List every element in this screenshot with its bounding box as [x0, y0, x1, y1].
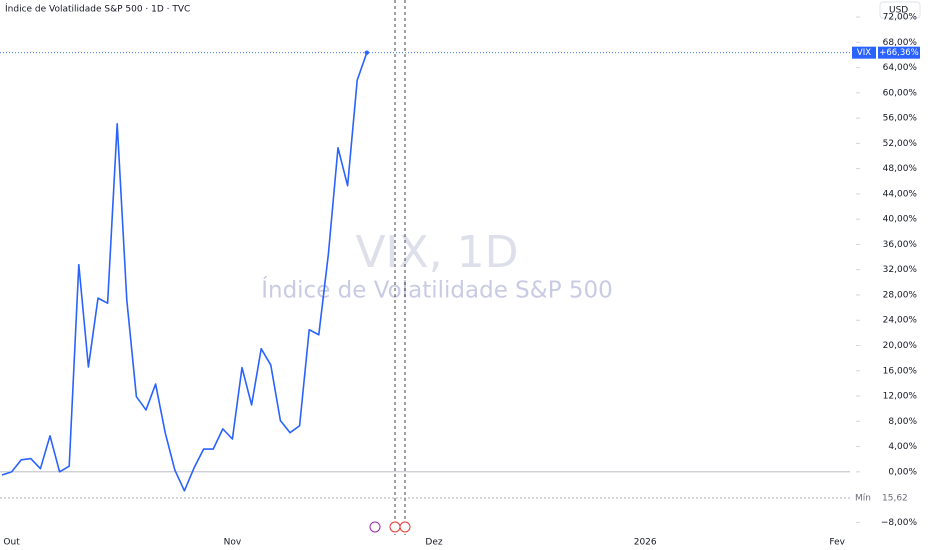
x-tick-label: Nov — [224, 538, 242, 548]
y-tick-label: −8,00% — [881, 518, 918, 528]
event-icon[interactable] — [369, 521, 381, 533]
y-tick-label: 68,00% — [883, 38, 918, 48]
y-tick-label: 72,00% — [883, 13, 918, 23]
y-tick-label: 4,00% — [888, 442, 917, 452]
y-tick-label: 16,00% — [883, 366, 918, 376]
y-tick-label: 20,00% — [883, 341, 918, 351]
min-label: Mín — [855, 494, 871, 504]
currency[interactable]: USD — [889, 6, 908, 16]
currency-box[interactable] — [879, 1, 921, 19]
y-tick-label: 36,00% — [883, 240, 918, 250]
event-icon[interactable] — [399, 521, 411, 533]
series-line — [1, 52, 368, 492]
y-tick-label: 56,00% — [883, 114, 918, 124]
chart-title: Índice de Volatilidade S&P 500 · 1D · TV… — [5, 3, 190, 15]
y-tick-label: 28,00% — [883, 290, 918, 300]
legend-name: VIX — [857, 48, 871, 58]
y-tick-label: 0,00% — [888, 467, 917, 477]
last-point — [364, 50, 369, 55]
x-tick-label: 2026 — [634, 538, 657, 548]
event-icon[interactable] — [389, 521, 401, 533]
y-tick-label: 60,00% — [883, 88, 918, 98]
watermark: VIX, 1D — [355, 227, 518, 278]
y-tick-label: 12,00% — [883, 392, 918, 402]
min-value: 15,62 — [882, 494, 908, 504]
y-tick-label: 40,00% — [883, 215, 918, 225]
legend-box — [852, 46, 876, 59]
y-tick-label: 64,00% — [883, 63, 918, 73]
x-tick-label: Dez — [425, 538, 442, 548]
watermark-subtitle: Índice de Volatilidade S&P 500 — [261, 276, 613, 304]
last-value-box — [878, 46, 920, 59]
last-value-label: +66,36% — [879, 48, 919, 58]
y-tick-label: 48,00% — [883, 164, 918, 174]
x-tick-label: Out — [3, 538, 20, 548]
y-tick-label: 52,00% — [883, 139, 918, 149]
y-tick-label: 8,00% — [888, 417, 917, 427]
y-tick-label: 44,00% — [883, 189, 918, 199]
y-tick-label: 32,00% — [883, 265, 918, 275]
x-tick-label: Fev — [829, 538, 845, 548]
y-tick-label: 24,00% — [883, 316, 918, 326]
